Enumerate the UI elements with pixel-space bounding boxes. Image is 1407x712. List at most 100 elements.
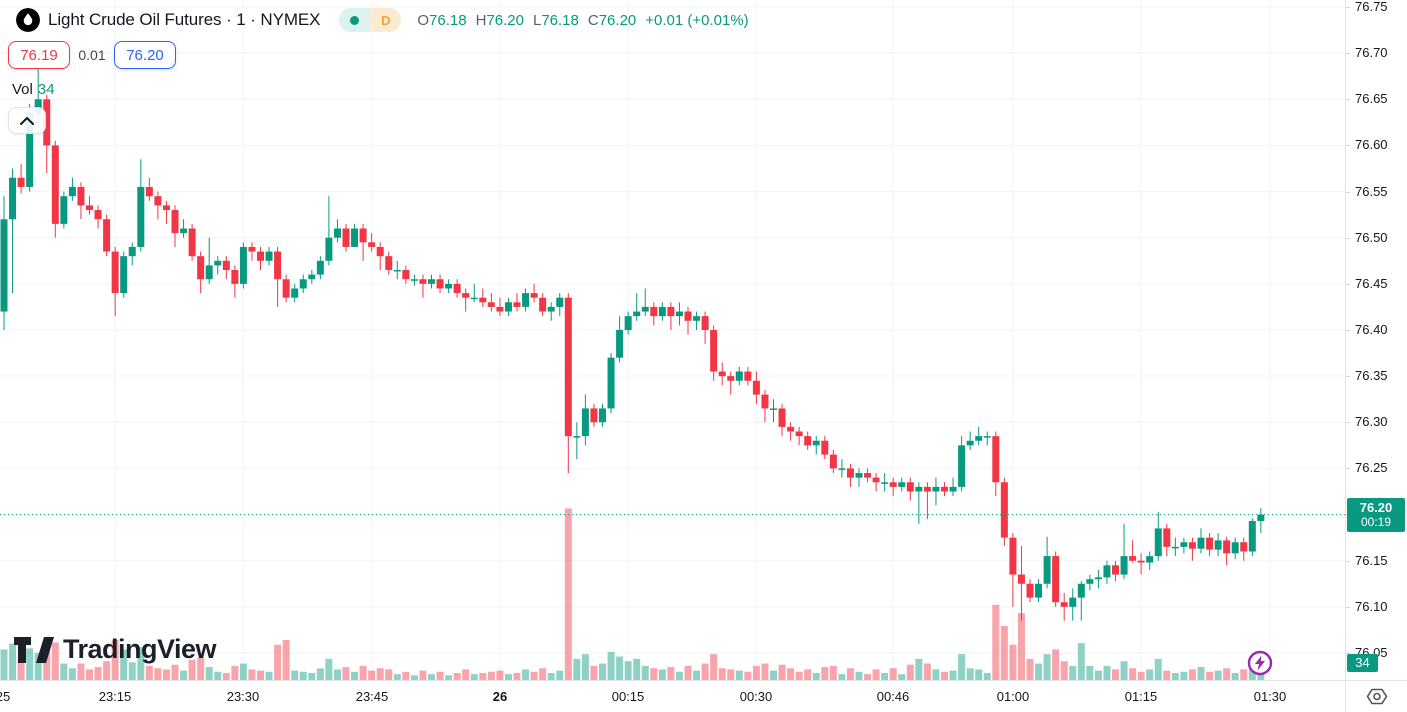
volume-bar: [898, 674, 906, 680]
price-tick-mark: [1346, 376, 1350, 378]
tradingview-watermark[interactable]: TradingView: [14, 634, 217, 665]
volume-bar: [1163, 670, 1171, 680]
candle-down: [86, 205, 93, 211]
volume-bar: [368, 670, 376, 680]
time-tick-label: 00:46: [876, 689, 910, 704]
collapse-legend-button[interactable]: [8, 107, 46, 134]
price-axis[interactable]: 76.20 00:19 34 76.75 76.70 76.65 76.60 76.55…: [1345, 0, 1407, 680]
candle-down: [795, 431, 803, 437]
instant-order-lightning-icon[interactable]: [1246, 649, 1274, 677]
candle-down: [1137, 560, 1145, 563]
candle-down: [154, 196, 162, 206]
price-tick-label: 76.30: [1355, 414, 1388, 430]
candle-down: [667, 306, 675, 317]
candle-down: [359, 228, 367, 243]
candle-down: [539, 297, 547, 312]
candle-up: [1069, 597, 1077, 607]
candle-up: [770, 408, 777, 410]
volume-bar: [1017, 613, 1025, 680]
market-status-pill[interactable]: D: [339, 8, 402, 32]
candle-down: [744, 371, 752, 381]
sell-button[interactable]: 76.19: [8, 41, 70, 69]
volume-bar: [718, 668, 726, 680]
market-open-indicator: [339, 8, 371, 32]
candle-up: [1197, 537, 1205, 549]
volume-bar: [34, 652, 42, 680]
volume-bar: [1043, 654, 1051, 680]
volume-bar: [530, 671, 538, 680]
volume-bar: [214, 671, 222, 680]
buy-button[interactable]: 76.20: [114, 41, 176, 69]
volume-bar: [1180, 671, 1188, 680]
candle-up: [265, 251, 273, 261]
candle-up: [428, 279, 435, 284]
candle-down: [821, 440, 829, 455]
candle-down: [701, 316, 709, 330]
candle-up: [1248, 521, 1256, 552]
symbol-title[interactable]: Light Crude Oil Futures · 1 · NYMEX: [48, 10, 321, 29]
time-tick-label: 00:30: [739, 689, 773, 704]
volume-bar: [838, 674, 846, 680]
candle-down: [453, 283, 461, 294]
candle-up: [239, 246, 247, 284]
candle-down: [864, 473, 872, 478]
candle-down: [94, 210, 102, 220]
volume-bar: [1035, 663, 1043, 680]
candle-down: [761, 394, 769, 409]
volume-bar: [436, 671, 444, 680]
candle-up: [693, 316, 701, 321]
candle-down: [274, 251, 282, 280]
price-tick-label: 76.10: [1355, 598, 1388, 614]
candle-up: [333, 228, 341, 238]
candle-down: [718, 371, 726, 377]
volume-bar: [778, 664, 786, 680]
candle-down: [145, 186, 153, 197]
volume-bar: [804, 669, 812, 680]
volume-bar: [428, 674, 435, 680]
chart-settings-gear-icon[interactable]: [1366, 687, 1388, 706]
last-price-badge: 76.20 00:19: [1347, 497, 1405, 532]
candle-down: [282, 279, 290, 298]
volume-bar: [556, 670, 564, 680]
time-tick-label: 26: [492, 689, 508, 704]
candle-up: [1094, 577, 1102, 580]
volume-bar: [265, 671, 273, 680]
volume-bar: [325, 658, 333, 680]
time-axis[interactable]: 25 23:15 23:30 23:45 26 00:15 00:30 00:46 01:00 0…: [0, 680, 1345, 712]
volume-bar: [1103, 665, 1111, 680]
candle-up: [547, 306, 555, 312]
volume-bar: [496, 670, 504, 680]
candle-down: [385, 256, 393, 271]
volume-bar: [504, 674, 512, 680]
price-tick-mark: [1346, 145, 1350, 147]
volume-bar: [402, 671, 410, 680]
price-tick-mark: [1346, 422, 1350, 424]
volume-bar: [162, 669, 170, 680]
price-tick-label: 76.25: [1355, 460, 1388, 476]
candle-up: [966, 440, 974, 446]
candle-down: [787, 426, 795, 432]
volume-bar: [145, 665, 153, 680]
candle-up: [624, 316, 632, 330]
volume-bar: [735, 670, 743, 680]
volume-bar: [966, 668, 974, 680]
candle-up: [34, 99, 42, 114]
price-tick-label: 76.40: [1355, 322, 1388, 337]
volume-bar: [111, 640, 119, 680]
candle-up: [915, 486, 923, 492]
candle-up: [1180, 542, 1188, 547]
volume-bar: [1154, 658, 1162, 680]
chevron-up-icon: [20, 116, 34, 125]
candle-up: [573, 436, 581, 438]
price-tick-label: 76.75: [1355, 0, 1388, 14]
volume-bar: [1137, 671, 1145, 680]
change-value: +0.01 (+0.01%): [645, 11, 749, 29]
price-tick-mark: [1346, 283, 1350, 285]
candle-down: [436, 279, 444, 289]
volume-bar: [872, 669, 880, 680]
volume-bar: [120, 649, 128, 680]
price-tick-label: 76.65: [1355, 91, 1388, 107]
candle-down: [752, 380, 760, 395]
volume-bar: [462, 669, 470, 680]
